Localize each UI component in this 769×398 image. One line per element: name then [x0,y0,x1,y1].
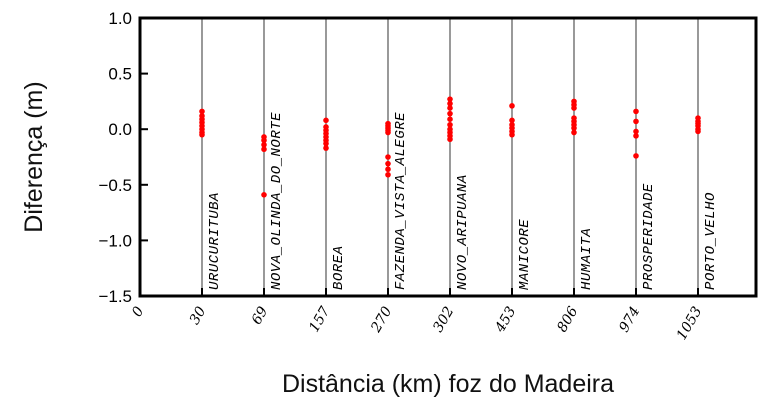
data-point [385,166,391,173]
data-point [385,154,391,160]
data-point [633,118,639,125]
x-axis-title: Distância (km) foz do Madeira [282,370,614,398]
data-points [199,96,701,198]
x-tick-label: 453 [492,304,520,336]
data-point [447,100,453,107]
station-gridlines [201,18,699,296]
data-point [447,136,453,143]
x-tick-label: 302 [430,304,457,335]
station-label: PROSPERIDADE [641,183,657,290]
data-point [323,117,329,124]
data-point [447,116,453,122]
y-tick-label: 0.0 [108,120,132,139]
data-point [447,110,453,117]
station-label: BOREA [331,245,347,290]
data-point [695,128,701,135]
data-point [261,146,267,153]
x-tick-label: 30 [187,304,210,328]
station-label: URUCURITUBA [207,192,223,290]
data-point [571,125,577,131]
station-labels: URUCURITUBA NOVA_OLINDA_DO_NORTE BOREA FAZE… [207,112,719,290]
data-point [385,160,391,167]
data-point [509,103,515,109]
data-point [261,192,267,198]
y-tick-label: −0.5 [98,176,132,195]
station-label: NOVA_OLINDA_DO_NORTE [269,112,285,290]
data-point [571,105,577,111]
data-point [323,145,329,151]
data-point [261,137,267,144]
data-point [633,128,639,135]
data-point [509,131,515,138]
y-axis-title: Diferença (m) [20,81,48,232]
data-point [447,105,453,111]
y-tick-label: −1.0 [98,231,132,250]
x-tick-label: 157 [306,304,333,335]
data-point [633,133,639,139]
data-point [633,108,639,115]
data-point [447,121,453,128]
station-label: MANICORE [517,219,533,290]
x-tick-label: 974 [616,304,643,335]
x-tick-label: 69 [249,304,272,328]
data-point [447,96,453,102]
x-tick-label: 806 [554,304,581,335]
x-tick-label: 1053 [674,304,706,343]
data-point [385,129,391,136]
y-tick-label: 0.5 [108,65,132,84]
y-axis-ticks: 1.0 0.5 0.0 −0.5 −1.0 −1.5 [98,9,148,306]
data-point [323,140,329,147]
station-label: NOVO_ARIPUANA [455,174,471,290]
data-point [199,131,205,138]
data-point [261,141,267,148]
x-tick-label: 0 [129,304,147,320]
data-point [509,117,515,124]
data-point [385,171,391,178]
data-point [633,153,639,159]
data-point [571,129,577,136]
plot-frame [138,16,758,298]
station-label: HUMAITA [579,228,595,290]
station-label: FAZENDA_VISTA_ALEGRE [393,112,409,290]
y-tick-label: 1.0 [108,9,132,28]
y-tick-label: −1.5 [98,287,132,306]
data-point [199,108,205,115]
x-tick-label: 270 [368,304,396,336]
station-label: PORTO_VELHO [703,192,719,290]
